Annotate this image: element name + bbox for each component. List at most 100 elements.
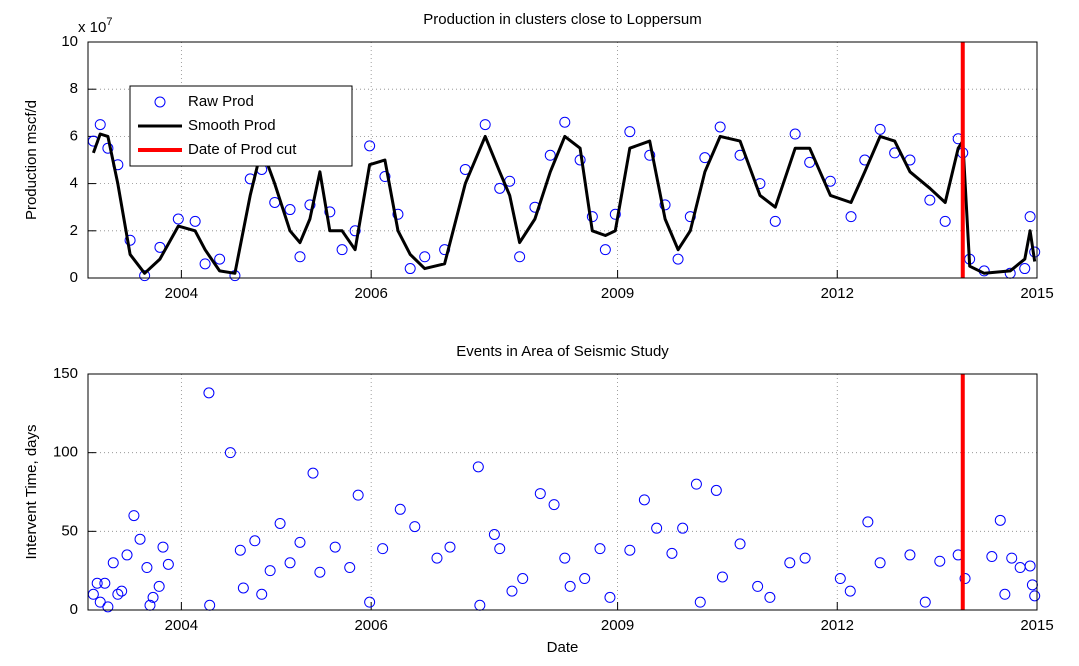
data-point — [324, 206, 336, 218]
data-point — [752, 580, 764, 592]
data-point — [224, 447, 236, 459]
data-point — [214, 253, 226, 265]
data-point — [128, 510, 140, 522]
y-tick-label: 100 — [53, 444, 78, 461]
data-point — [91, 577, 103, 589]
data-point — [734, 538, 746, 550]
data-point — [377, 543, 389, 555]
data-point — [204, 599, 216, 611]
data-point — [1026, 579, 1038, 591]
data-point — [172, 213, 184, 225]
data-point — [714, 121, 726, 133]
y-tick-label: 10 — [61, 33, 78, 50]
data-point — [834, 573, 846, 585]
data-point — [1006, 552, 1018, 564]
data-point — [659, 199, 671, 211]
data-point — [284, 557, 296, 569]
data-point — [494, 182, 506, 194]
chart-title: Events in Area of Seismic Study — [456, 343, 669, 360]
x-tick-label: 2012 — [821, 285, 854, 302]
multiplier-exponent: 7 — [106, 16, 112, 28]
data-point — [203, 387, 215, 399]
data-point — [237, 582, 249, 594]
axes-frame — [87, 373, 1038, 611]
data-point — [559, 552, 571, 564]
y-tick-label: 150 — [53, 365, 78, 382]
x-tick-label: 2006 — [354, 617, 387, 634]
data-point — [431, 552, 443, 564]
data-point — [162, 558, 174, 570]
data-point — [102, 601, 114, 613]
data-point — [344, 562, 356, 574]
data-point — [690, 478, 702, 490]
data-point — [769, 215, 781, 227]
data-point — [799, 552, 811, 564]
data-point — [314, 566, 326, 578]
data-point — [677, 522, 689, 534]
data-point — [479, 119, 491, 131]
chart-title: Production in clusters close to Loppersu… — [423, 11, 701, 28]
data-point — [94, 119, 106, 131]
y-tick-label: 4 — [70, 175, 78, 192]
data-point — [862, 516, 874, 528]
data-point — [644, 149, 656, 161]
legend-symbol — [154, 96, 166, 108]
data-point — [264, 565, 276, 577]
data-point — [392, 208, 404, 220]
data-point — [609, 208, 621, 220]
data-point — [599, 244, 611, 256]
data-point — [349, 225, 361, 237]
data-point — [294, 536, 306, 548]
data-point — [1029, 590, 1041, 602]
data-point — [404, 263, 416, 275]
data-point — [1019, 263, 1031, 275]
data-point — [364, 596, 376, 608]
y-axis-label: Intervent Time, days — [23, 424, 40, 559]
data-point — [147, 591, 159, 603]
data-point — [904, 549, 916, 561]
data-point — [112, 588, 124, 600]
data-point — [517, 573, 529, 585]
data-point — [364, 140, 376, 152]
data-point — [594, 543, 606, 555]
data-point — [994, 514, 1006, 526]
legend-label: Smooth Prod — [188, 117, 276, 134]
data-point — [874, 123, 886, 135]
x-tick-label: 2015 — [1020, 617, 1053, 634]
data-point — [336, 244, 348, 256]
data-point — [121, 549, 133, 561]
x-tick-label: 2009 — [601, 285, 634, 302]
data-point — [134, 533, 146, 545]
data-point — [419, 251, 431, 263]
data-point — [1024, 560, 1036, 572]
data-point — [672, 253, 684, 265]
data-point — [157, 541, 169, 553]
data-point — [1014, 562, 1026, 574]
data-point — [107, 557, 119, 569]
data-point — [1024, 211, 1036, 223]
data-point — [199, 258, 211, 270]
x-tick-label: 2015 — [1020, 285, 1053, 302]
data-point — [274, 517, 286, 529]
multiplier-base: x 10 — [78, 19, 106, 36]
legend-label: Raw Prod — [188, 93, 254, 110]
data-point — [604, 591, 616, 603]
x-tick-label: 2004 — [165, 285, 198, 302]
data-point — [379, 171, 391, 183]
y-tick-label: 0 — [70, 601, 78, 618]
data-point — [506, 585, 518, 597]
data-point — [307, 467, 319, 479]
y-tick-label: 50 — [61, 522, 78, 539]
data-point — [409, 521, 421, 533]
data-point — [534, 488, 546, 500]
data-point — [844, 585, 856, 597]
smooth-line — [91, 132, 1037, 275]
data-point — [329, 541, 341, 553]
data-point — [139, 270, 151, 282]
data-point — [716, 571, 728, 583]
data-point — [249, 535, 261, 547]
data-point — [294, 251, 306, 263]
data-point — [579, 573, 591, 585]
